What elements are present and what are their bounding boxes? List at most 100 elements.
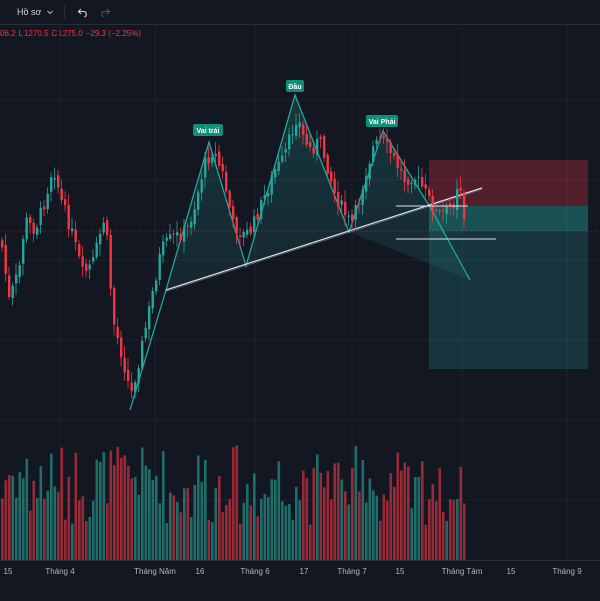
label-head[interactable]: Đầu [286,80,304,92]
candle-body [183,226,186,242]
volume-bar [106,503,109,560]
label-right-shoulder[interactable]: Vai Phải [366,115,398,127]
candle-body [116,326,119,338]
volume-bar [319,472,323,560]
candle-body [99,233,102,245]
volume-bar [368,478,372,560]
volume-bar [459,466,463,560]
undo-button[interactable] [75,4,91,20]
volume-bar [8,475,11,560]
ohlc-legend: 06.2 L1270.5 C1275.0 −29.3 (−2.25%) [0,29,144,38]
volume-bar [253,473,256,560]
volume-bar [358,491,361,560]
volume-bar [81,496,85,560]
label-left-shoulder[interactable]: Vai trái [193,124,223,136]
volume-bar [284,505,288,560]
volume-bar [218,476,221,560]
volume-bar [88,516,92,560]
candle-body [106,220,109,236]
candle-body [281,155,284,162]
volume-bar [123,455,127,560]
volume-bar [102,452,106,560]
candle-body [330,171,333,182]
volume-bar [347,504,351,560]
volume-bar [85,521,88,560]
volume-bar [4,480,8,560]
candle-body [277,161,280,172]
volume-bar [445,520,449,560]
volume-bar [67,476,71,560]
candle-body [193,209,196,225]
price-chart[interactable]: Vai trái Đầu Vai Phải [0,24,600,560]
candle-body [417,176,420,178]
candle-body [78,244,81,257]
volume-bar [386,500,389,560]
candle-body [456,189,459,210]
candle-body [127,369,130,382]
candle-body [351,214,354,221]
volume-bar [449,499,452,560]
x-tick-label: 15 [3,567,13,576]
ohlc-low-label: L [18,29,24,38]
volume-bar [225,504,228,560]
volume-bar [463,503,466,560]
candle-body [312,147,315,154]
volume-bar [351,468,354,560]
candle-body [85,263,88,272]
x-tick-label: Tháng 4 [45,567,75,576]
candle-body [326,154,329,174]
candle-body [302,124,305,135]
candle-body [190,221,193,228]
candle-body [123,357,126,373]
time-axis[interactable]: 15 Tháng 4 Tháng Năm 16 Tháng 6 17 Tháng… [0,560,600,601]
volume-bar [179,512,183,560]
volume-bar [298,500,302,560]
redo-button[interactable] [97,4,113,20]
long-position-tool[interactable] [429,160,588,369]
volume-bar [442,511,445,560]
volume-bar [151,479,155,560]
ohlc-low: 1270.5 [24,29,49,38]
volume-bar [410,508,414,560]
volume-bar [99,461,102,560]
volume-bar [263,494,267,560]
candle-body [102,222,105,233]
volume-bar [249,505,253,560]
volume-bar [158,503,162,560]
chevron-down-icon [47,10,54,15]
volume-bar [242,502,246,560]
label-right-shoulder-text: Vai Phải [369,119,396,126]
candle-body [260,200,263,219]
volume-bar [407,466,410,560]
neckline [165,187,483,291]
candle-body [253,216,256,232]
take-profit-zone[interactable] [429,206,588,369]
candle-body [333,178,336,194]
x-tick-label: Tháng 7 [337,567,367,576]
candle-body [365,176,368,192]
candle-body [295,124,298,136]
volume-bar [431,483,435,560]
candle-body [368,163,371,180]
ohlc-change: −29.3 (−2.25%) [85,29,141,38]
volume-bar [393,486,396,560]
candle-body [291,134,294,136]
volume-bar [18,471,22,560]
candle-body [358,203,361,205]
entry-zone-highlight [429,206,588,231]
volume-bar [57,492,60,560]
volume-bar [340,479,344,560]
volume-bar [155,475,158,560]
candle-body [71,228,74,232]
volume-bar [316,454,319,560]
candle-body [298,122,301,128]
volume-bar [337,462,340,560]
candle-body [242,232,245,238]
volume-bar [127,465,130,560]
candle-body [88,264,91,270]
candle-body [435,209,438,211]
volume-bar [95,459,99,560]
candle-body [151,291,154,309]
volume-bar [302,470,305,560]
profile-menu[interactable]: Hồ sơ [17,7,54,17]
